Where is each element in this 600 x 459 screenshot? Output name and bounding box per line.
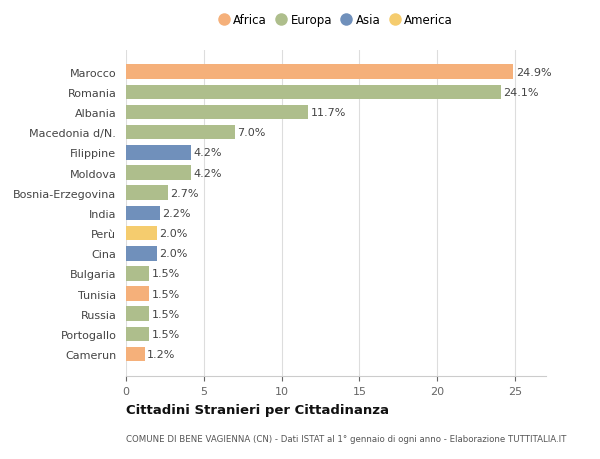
Bar [126, 126, 235, 140]
Text: 1.5%: 1.5% [152, 309, 180, 319]
Text: 24.1%: 24.1% [503, 88, 539, 98]
Text: 4.2%: 4.2% [194, 168, 222, 178]
Text: 1.5%: 1.5% [152, 329, 180, 339]
Bar [126, 226, 157, 241]
Text: 7.0%: 7.0% [237, 128, 266, 138]
Bar [126, 206, 160, 221]
Bar [126, 267, 149, 281]
Text: 4.2%: 4.2% [194, 148, 222, 158]
Bar [126, 65, 514, 80]
Bar [126, 246, 157, 261]
Text: 1.2%: 1.2% [147, 349, 175, 359]
Text: Cittadini Stranieri per Cittadinanza: Cittadini Stranieri per Cittadinanza [126, 403, 389, 416]
Text: 2.0%: 2.0% [160, 229, 188, 239]
Text: 1.5%: 1.5% [152, 289, 180, 299]
Text: 1.5%: 1.5% [152, 269, 180, 279]
Text: 2.7%: 2.7% [170, 188, 199, 198]
Bar [126, 146, 191, 160]
Text: 24.9%: 24.9% [515, 67, 551, 78]
Bar [126, 106, 308, 120]
Bar [126, 327, 149, 341]
Bar [126, 85, 501, 100]
Bar [126, 166, 191, 180]
Bar [126, 347, 145, 362]
Bar [126, 307, 149, 321]
Text: 2.0%: 2.0% [160, 249, 188, 259]
Text: 2.2%: 2.2% [163, 208, 191, 218]
Text: 11.7%: 11.7% [310, 108, 346, 118]
Bar [126, 186, 168, 201]
Legend: Africa, Europa, Asia, America: Africa, Europa, Asia, America [215, 11, 457, 31]
Bar [126, 287, 149, 301]
Text: COMUNE DI BENE VAGIENNA (CN) - Dati ISTAT al 1° gennaio di ogni anno - Elaborazi: COMUNE DI BENE VAGIENNA (CN) - Dati ISTA… [126, 434, 566, 442]
